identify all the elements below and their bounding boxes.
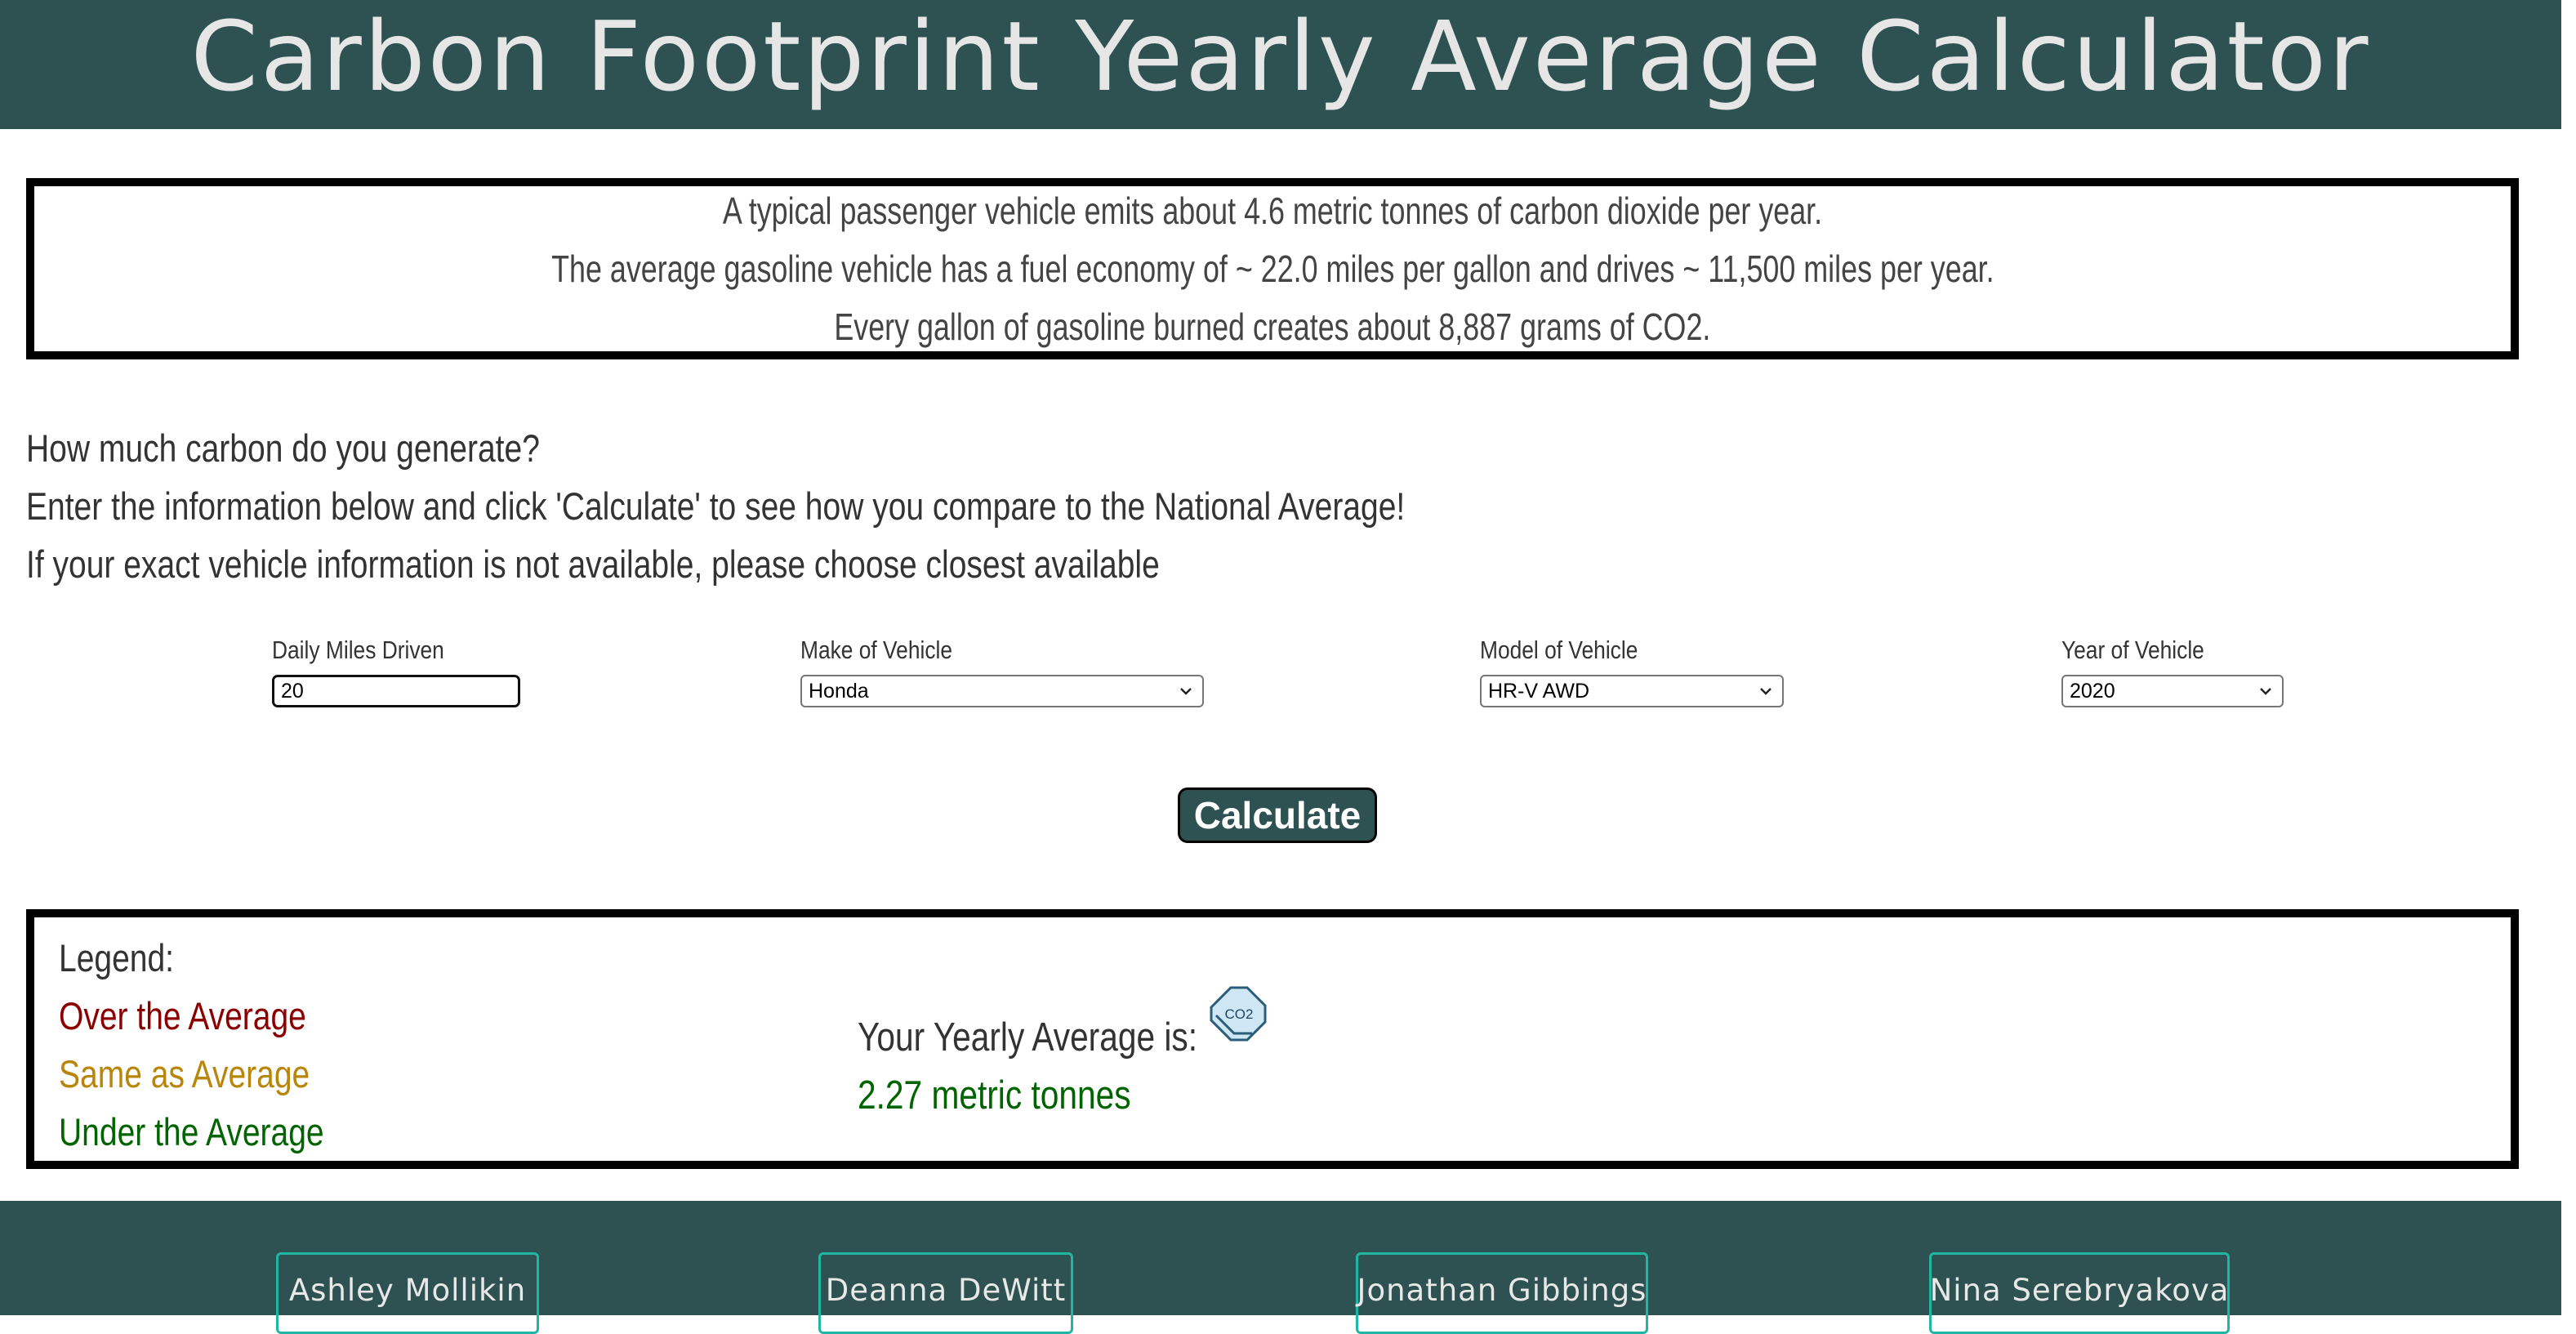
make-label: Make of Vehicle <box>800 636 953 664</box>
yearly-heading: Your Yearly Average is: <box>858 1015 1198 1060</box>
author-button-deanna[interactable]: Deanna DeWitt <box>818 1252 1073 1334</box>
yearly-average: Your Yearly Average is: 2.27 metric tonn… <box>858 1009 1267 1125</box>
year-select[interactable]: 2020 <box>2061 675 2284 707</box>
intro-text: How much carbon do you generate? Enter t… <box>26 419 1687 593</box>
year-selected: 2020 <box>2070 679 2115 703</box>
legend-over: Over the Average <box>59 994 306 1037</box>
legend: Legend: Over the Average Same as Average… <box>59 929 378 1161</box>
intro-question: How much carbon do you generate? <box>26 426 540 470</box>
page-gutter <box>2561 0 2576 1315</box>
intro-instructions: Enter the information below and click 'C… <box>26 484 1406 528</box>
chevron-down-icon <box>1180 688 1192 695</box>
app-header: Carbon Footprint Yearly Average Calculat… <box>0 0 2561 129</box>
author-button-ashley[interactable]: Ashley Mollikin <box>276 1252 539 1334</box>
result-box: Legend: Over the Average Same as Average… <box>26 909 2519 1169</box>
facts-box: A typical passenger vehicle emits about … <box>26 178 2519 359</box>
legend-same: Same as Average <box>59 1052 310 1095</box>
chevron-down-icon <box>2260 688 2271 695</box>
footer: Ashley Mollikin Deanna DeWitt Jonathan G… <box>0 1201 2561 1334</box>
author-button-nina[interactable]: Nina Serebryakova <box>1929 1252 2230 1334</box>
model-select[interactable]: HR-V AWD <box>1480 675 1784 707</box>
year-label: Year of Vehicle <box>2061 636 2204 664</box>
daily-miles-input[interactable]: 20 <box>272 675 520 707</box>
page-title: Carbon Footprint Yearly Average Calculat… <box>190 0 2371 113</box>
legend-title: Legend: <box>59 936 175 979</box>
model-label: Model of Vehicle <box>1480 636 1638 664</box>
author-button-jonathan[interactable]: Jonathan Gibbings <box>1356 1252 1648 1334</box>
fact-line: The average gasoline vehicle has a fuel … <box>550 247 1994 290</box>
calculate-button[interactable]: Calculate <box>1178 787 1377 843</box>
miles-label: Daily Miles Driven <box>272 636 444 664</box>
make-selected: Honda <box>809 679 869 703</box>
fact-line: Every gallon of gasoline burned creates … <box>834 305 1711 348</box>
co2-icon: CO2 <box>1210 986 1267 1042</box>
fact-line: A typical passenger vehicle emits about … <box>722 189 1823 232</box>
model-selected: HR-V AWD <box>1488 679 1590 703</box>
yearly-value: 2.27 metric tonnes <box>858 1073 1131 1118</box>
intro-note: If your exact vehicle information is not… <box>26 542 1160 586</box>
legend-under: Under the Average <box>59 1110 324 1153</box>
co2-icon-text: CO2 <box>1225 1006 1254 1022</box>
make-select[interactable]: Honda <box>800 675 1204 707</box>
chevron-down-icon <box>1760 688 1772 695</box>
daily-miles-value: 20 <box>281 679 304 703</box>
